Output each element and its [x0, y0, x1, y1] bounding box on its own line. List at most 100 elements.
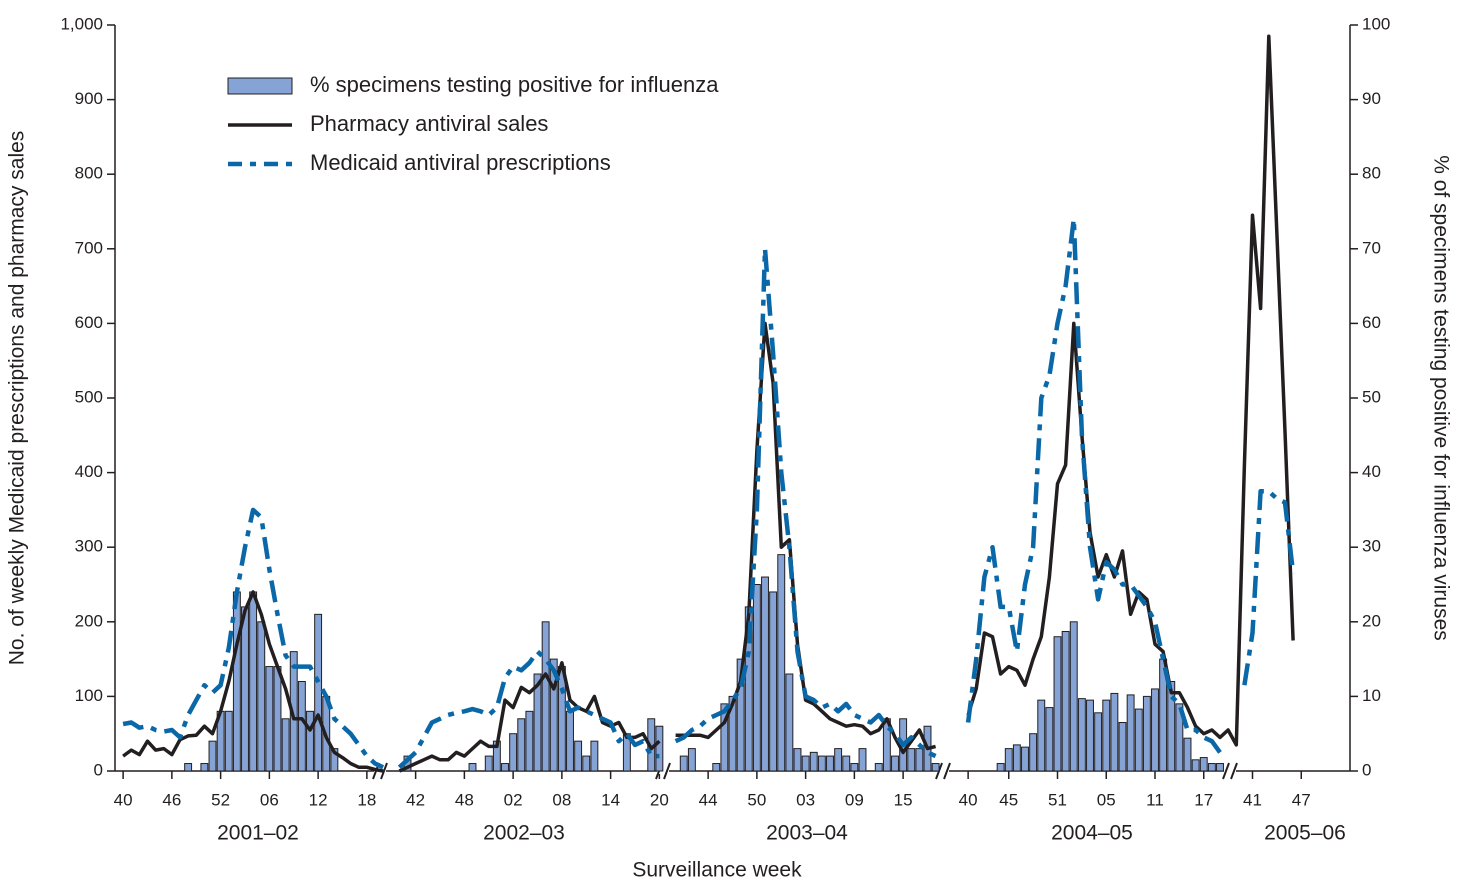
axis-break	[663, 762, 671, 780]
bar	[915, 748, 924, 772]
y2-tick-label: 100	[1362, 14, 1390, 33]
bar	[996, 763, 1005, 772]
x-tick-label: 20	[650, 790, 669, 809]
bar	[817, 755, 826, 772]
bar	[273, 666, 282, 772]
y2-tick-label: 70	[1362, 238, 1381, 257]
legend-swatch	[227, 77, 293, 95]
x-tick-label: 48	[455, 790, 474, 809]
bar	[1216, 763, 1224, 772]
axis-break-gap	[1224, 768, 1236, 774]
y-tick-label: 1,000	[60, 14, 103, 33]
x-tick-label: 17	[1194, 790, 1213, 809]
x-tick-label: 46	[162, 790, 181, 809]
y2-tick-label: 80	[1362, 164, 1381, 183]
line-series	[398, 661, 661, 773]
bar	[574, 740, 583, 772]
bar	[241, 606, 249, 772]
season-label: 2003–04	[766, 822, 848, 845]
bar	[801, 755, 810, 772]
x-tick-label: 15	[894, 790, 913, 809]
line-series	[122, 507, 385, 770]
bar	[1207, 763, 1216, 772]
x-tick-label: 41	[1243, 790, 1262, 809]
y-tick-label: 0	[94, 760, 103, 779]
y-tick-label: 300	[75, 537, 103, 556]
line-series	[397, 649, 660, 769]
bar	[314, 613, 323, 772]
x-tick-label: 14	[601, 790, 620, 809]
x-tick-label: 03	[796, 790, 815, 809]
legend-label: % specimens testing positive for influen…	[310, 72, 719, 97]
y2-tick-label: 40	[1362, 462, 1381, 481]
bar	[590, 740, 599, 772]
x-tick-label: 06	[260, 790, 279, 809]
bar	[257, 621, 266, 772]
bar	[826, 755, 834, 772]
bar	[1045, 707, 1054, 772]
bar	[1175, 703, 1184, 772]
bar	[1061, 630, 1070, 772]
x-tick-label: 05	[1097, 790, 1116, 809]
bar	[1151, 688, 1159, 772]
y2-axis-label: % of specimens testing positive for infl…	[1429, 155, 1452, 641]
bar	[501, 763, 509, 772]
bar	[208, 740, 217, 772]
bar	[1021, 746, 1029, 772]
bar	[1012, 744, 1021, 772]
bar	[736, 658, 745, 772]
bar	[777, 554, 786, 772]
bar	[1102, 699, 1111, 772]
bar	[687, 748, 696, 772]
axis-break-gap	[937, 768, 949, 774]
line-series	[674, 246, 937, 759]
y2-tick-label: 10	[1362, 686, 1381, 705]
bar	[468, 763, 477, 772]
bar	[330, 748, 339, 772]
bar	[834, 748, 843, 772]
y2-tick-label: 60	[1362, 313, 1381, 332]
bar	[184, 763, 193, 772]
season-label: 2002–03	[483, 822, 565, 845]
y-tick-label: 400	[75, 462, 103, 481]
bar	[1053, 636, 1062, 772]
bar	[931, 763, 940, 772]
bar	[1118, 722, 1127, 772]
bar	[1077, 698, 1086, 772]
x-tick-label: 47	[1292, 790, 1311, 809]
bar	[1069, 621, 1078, 772]
x-tick-label: 12	[309, 790, 328, 809]
bar	[655, 725, 664, 772]
x-tick-label: 11	[1146, 790, 1164, 809]
bar	[484, 755, 493, 772]
bar	[874, 763, 883, 772]
y2-tick-label: 90	[1362, 89, 1381, 108]
season-label: 2005–06	[1264, 822, 1346, 845]
bar	[1183, 737, 1192, 772]
y-tick-label: 600	[75, 313, 103, 332]
bar	[1191, 759, 1200, 772]
y2-tick-label: 50	[1362, 387, 1381, 406]
bar	[1094, 712, 1103, 772]
y-tick-label: 200	[75, 611, 103, 630]
bar	[720, 703, 729, 772]
bar	[265, 666, 274, 772]
bar	[566, 710, 574, 772]
line-series	[965, 216, 1222, 754]
bar	[752, 584, 761, 772]
bar	[249, 591, 258, 772]
bar	[306, 710, 314, 772]
bar	[557, 666, 566, 772]
bar	[517, 718, 526, 772]
x-tick-label: 52	[211, 790, 230, 809]
bar	[679, 755, 688, 772]
y-tick-label: 100	[75, 686, 103, 705]
y2-tick-label: 20	[1362, 611, 1381, 630]
bar	[297, 680, 306, 772]
x-tick-label: 42	[406, 790, 425, 809]
bar	[1004, 748, 1013, 772]
bar	[761, 576, 769, 772]
x-tick-label: 45	[999, 790, 1018, 809]
axis-break	[1230, 762, 1238, 780]
x-tick-label: 18	[357, 790, 376, 809]
